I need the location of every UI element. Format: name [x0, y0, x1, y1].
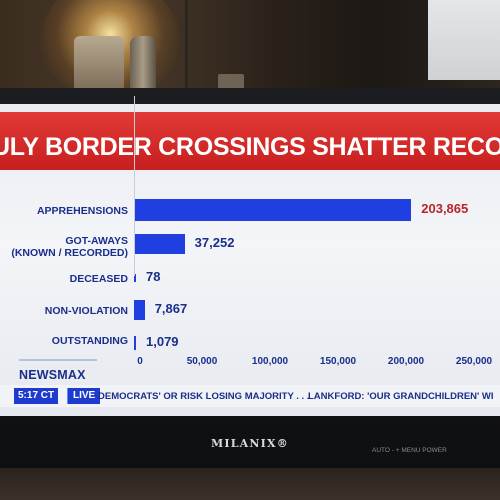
lamp: [74, 36, 124, 92]
ticker-headline-2: LANKFORD: 'OUR GRANDCHILDREN' WI: [308, 391, 494, 402]
category-label: OUTSTANDING: [51, 335, 128, 347]
ticker-clock: 5:17 CT: [14, 388, 59, 404]
bottle: [130, 36, 156, 90]
window-light: [428, 0, 500, 80]
tv-screen: ULY BORDER CROSSINGS SHATTER RECORD: [0, 104, 500, 416]
x-tick-label: 100,000: [251, 356, 289, 367]
value-label: 203,865: [421, 201, 469, 216]
headline-bar: ULY BORDER CROSSINGS SHATTER RECORD: [0, 112, 500, 170]
tv-brand-logo: MILANIX®: [211, 437, 289, 450]
category-label: APPREHENSIONS: [36, 205, 128, 217]
headline: ULY BORDER CROSSINGS SHATTER RECORD: [0, 133, 500, 161]
category-label: DECEASED: [69, 273, 128, 285]
bar: [134, 274, 136, 282]
chart-axis: [134, 96, 135, 276]
news-ticker: [0, 385, 500, 407]
brand-underline: [19, 359, 97, 361]
x-tick-label: 50,000: [186, 356, 218, 367]
bar: [134, 336, 136, 350]
x-tick-label: 150,000: [319, 356, 357, 367]
x-tick-label: 0: [137, 356, 143, 367]
value-label: 37,252: [194, 235, 235, 250]
x-tick-label: 200,000: [387, 356, 425, 367]
category-label: GOT-AWAYS (KNOWN / RECORDED): [11, 235, 128, 259]
bar: [134, 199, 412, 221]
category-label: NON-VIOLATION: [44, 305, 128, 317]
cable: [185, 0, 188, 92]
x-tick-label: 250,000: [455, 356, 493, 367]
tv-button-labels: AUTO - + MENU POWER: [372, 447, 447, 454]
value-label: 7,867: [154, 301, 188, 316]
bar: [134, 300, 145, 320]
shelf: [0, 468, 500, 500]
live-badge: LIVE: [67, 388, 101, 404]
cup: [218, 74, 244, 92]
ticker-headline-1: DEMOCRATS' OR RISK LOSING MAJORITY . . .: [98, 391, 310, 402]
value-label: 78: [146, 269, 161, 284]
value-label: 1,079: [146, 334, 179, 349]
bar: [134, 234, 185, 254]
network-logo: NEWSMAX: [19, 368, 86, 382]
